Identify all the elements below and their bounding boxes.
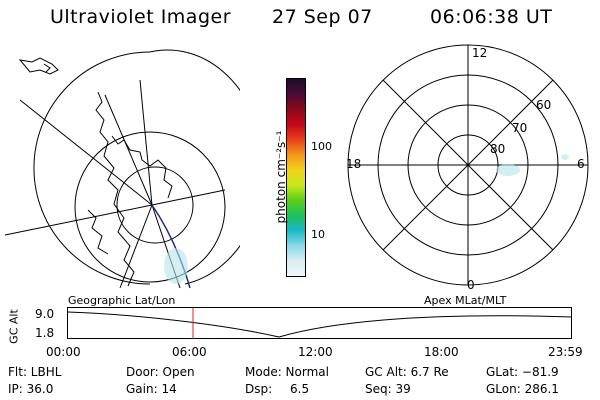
- altitude-curve: [67, 311, 572, 338]
- strip-ytick-low: 1.8: [35, 326, 55, 340]
- geo-longitude: GLon: 286.1: [486, 382, 559, 396]
- satellite-ground-track: [151, 204, 191, 289]
- altitude-strip-chart: [67, 307, 572, 339]
- geo-latitude: GLat: −81.9: [486, 365, 559, 379]
- ip-info: IP: 36.0: [8, 382, 54, 396]
- mlat-label-80: 80: [490, 142, 506, 156]
- time-tick-0000: 00:00: [46, 345, 81, 359]
- observation-date: 27 Sep 07: [272, 6, 373, 28]
- instrument-title: Ultraviolet Imager: [50, 6, 232, 28]
- colorbar-tick-10: 10: [311, 228, 325, 241]
- colorbar: [286, 78, 306, 277]
- mode-status: Mode: Normal: [245, 365, 329, 379]
- door-status: Door: Open: [126, 365, 195, 379]
- filter-info: Flt: LBHL: [8, 365, 62, 379]
- geographic-globe-view: [4, 49, 240, 289]
- time-tick-1200: 12:00: [298, 345, 333, 359]
- gain-info: Gain: 14: [126, 382, 177, 396]
- mlt-label-18: 18: [346, 157, 362, 171]
- observation-time: 06:06:38 UT: [430, 6, 553, 28]
- sequence-number: Seq: 39: [365, 382, 411, 396]
- colorbar-tick-100: 100: [311, 140, 332, 153]
- strip-ytick-high: 9.0: [35, 307, 55, 321]
- dsp-value: 6.5: [290, 382, 310, 396]
- gc-altitude: GC Alt: 6.7 Re: [365, 365, 449, 379]
- mlt-label-12: 12: [472, 46, 488, 60]
- polar-mlt-plot: [347, 44, 589, 286]
- mlat-label-60: 60: [536, 98, 552, 112]
- time-tick-2359: 23:59: [548, 345, 583, 359]
- dsp-label: Dsp:: [245, 382, 273, 396]
- strip-left-label: Geographic Lat/Lon: [68, 294, 176, 307]
- mlat-label-70: 70: [512, 121, 528, 135]
- mlt-label-6: 6: [577, 157, 585, 171]
- colorbar-unit-label: photon cm⁻²s⁻¹: [274, 130, 288, 224]
- strip-right-label: Apex MLat/MLT: [424, 294, 507, 307]
- strip-axis-label: GC Alt: [7, 309, 21, 344]
- time-tick-0600: 06:00: [172, 345, 207, 359]
- mlt-label-0: 0: [467, 278, 475, 292]
- time-tick-1800: 18:00: [424, 345, 459, 359]
